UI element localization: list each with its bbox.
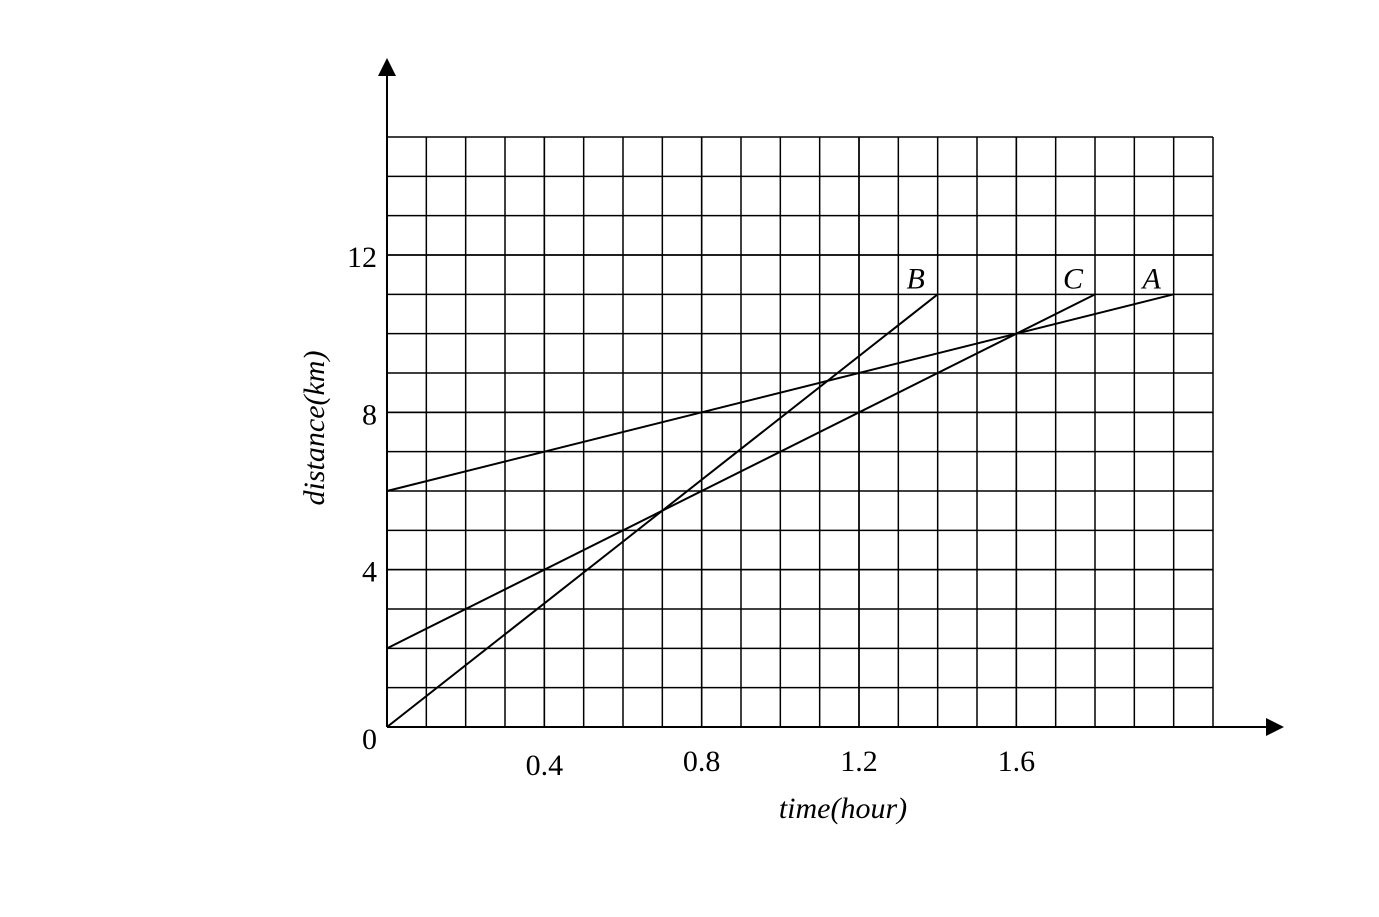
x-tick-label: 0.8: [683, 745, 721, 778]
y-axis-label: distance(km): [298, 351, 331, 506]
series-label: C: [1063, 262, 1084, 295]
x-tick-label: 1.2: [840, 745, 878, 778]
x-arrow: [1266, 718, 1284, 736]
y-tick-label: 12: [347, 241, 377, 274]
x-tick-label: 0.4: [526, 749, 564, 782]
y-arrow: [378, 58, 396, 76]
y-tick-label: 0: [362, 723, 377, 756]
y-tick-label: 4: [362, 556, 377, 589]
series-label: A: [1141, 262, 1162, 295]
x-axis-label: time(hour): [779, 792, 907, 825]
line-series: [386, 293, 1096, 650]
series-label: B: [907, 262, 925, 295]
line-series: [386, 293, 1174, 492]
y-tick-label: 8: [362, 398, 377, 431]
x-tick-label: 1.6: [998, 745, 1036, 778]
